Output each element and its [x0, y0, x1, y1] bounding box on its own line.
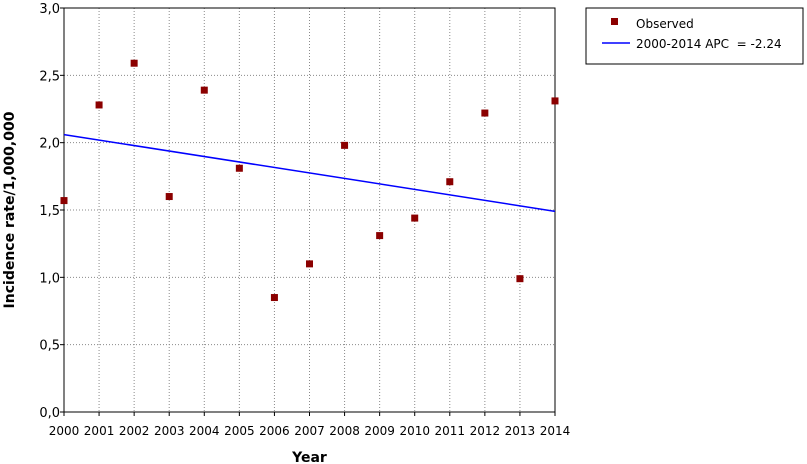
- observed-point: [270, 294, 278, 302]
- x-tick-label: 2004: [189, 424, 220, 438]
- observed-point: [200, 86, 208, 94]
- observed-point: [376, 232, 384, 240]
- x-tick-label: 2001: [84, 424, 115, 438]
- x-axis-title: Year: [291, 450, 327, 464]
- x-tick-label: 2005: [224, 424, 255, 438]
- y-tick-label: 1,0: [39, 271, 60, 286]
- plot-frame: [63, 7, 556, 413]
- observed-point: [165, 193, 173, 201]
- observed-point: [481, 109, 489, 117]
- trend-line: [63, 133, 556, 213]
- x-tick-label: 2006: [259, 424, 290, 438]
- y-tick-label: 2,0: [39, 137, 60, 152]
- x-tick-label: 2003: [154, 424, 185, 438]
- observed-point: [516, 275, 524, 283]
- x-tick-label: 2010: [399, 424, 430, 438]
- legend-label-apc: 2000-2014 APC = -2.24: [636, 37, 782, 51]
- observed-point: [341, 141, 349, 149]
- x-tick-label: 2007: [294, 424, 325, 438]
- y-tick-label: 0,0: [39, 406, 60, 421]
- legend-marker-observed: [611, 18, 618, 25]
- observed-point: [306, 260, 313, 268]
- x-tick-label: 2000: [49, 424, 80, 438]
- x-tick-label: 2009: [364, 424, 395, 438]
- y-axis-ticks: 0,0 0,5 1,0 1,5 2,0 2,5 3,0: [39, 2, 64, 421]
- y-tick-label: 3,0: [39, 2, 60, 17]
- observed-point: [235, 164, 243, 172]
- x-tick-label: 2012: [470, 424, 501, 438]
- observed-point: [60, 197, 68, 205]
- observed-point: [95, 101, 103, 109]
- observed-point: [446, 178, 454, 186]
- series: [60, 59, 559, 302]
- x-tick-label: 2008: [329, 424, 360, 438]
- legend-box: [585, 7, 804, 65]
- observed-point: [551, 97, 559, 105]
- y-tick-label: 0,5: [39, 339, 60, 354]
- x-tick-label: 2002: [119, 424, 150, 438]
- y-axis-title: Incidence rate/1,000,000: [2, 111, 18, 308]
- legend-label-observed: Observed: [636, 17, 694, 31]
- y-tick-label: 2,5: [39, 69, 60, 84]
- legend: Observed 2000-2014 APC = -2.24: [585, 7, 804, 65]
- x-tick-label: 2013: [505, 424, 536, 438]
- grid: [64, 8, 555, 412]
- x-axis-ticks: 2000 2001 2002 2003 2004 2005 2006 2007 2008 2009…: [49, 412, 571, 438]
- observed-point: [130, 59, 138, 67]
- x-tick-label: 2011: [435, 424, 466, 438]
- observed-point: [411, 214, 419, 222]
- y-tick-label: 1,5: [39, 204, 60, 219]
- x-tick-label: 2014: [540, 424, 571, 438]
